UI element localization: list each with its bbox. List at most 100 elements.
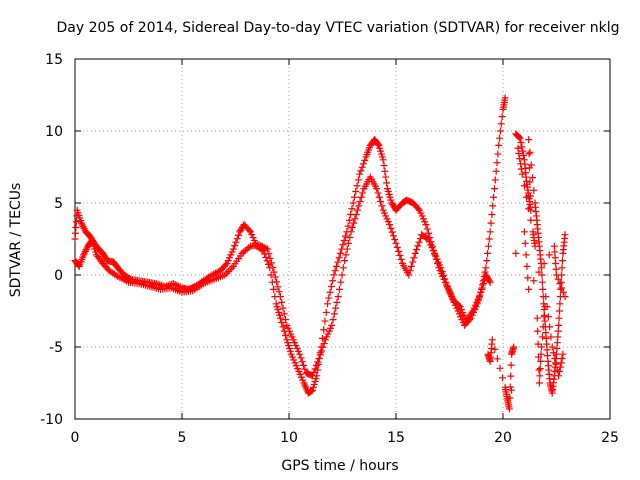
data-point (223, 269, 231, 277)
data-point (341, 232, 349, 240)
data-point (301, 365, 309, 373)
x-axis-label: GPS time / hours (281, 458, 398, 474)
data-point (211, 269, 219, 277)
data-point (341, 257, 349, 265)
data-point (559, 288, 567, 296)
x-tick-label: 10 (280, 430, 298, 446)
data-point (548, 343, 556, 351)
data-point (314, 358, 322, 366)
data-point (320, 340, 328, 348)
data-point (79, 223, 87, 231)
data-point (525, 285, 533, 293)
data-point (534, 327, 542, 335)
data-point (231, 242, 239, 250)
data-point (224, 268, 232, 276)
grid (75, 59, 610, 419)
data-point (522, 251, 530, 259)
data-point (485, 277, 493, 285)
data-point (414, 242, 422, 250)
data-point (561, 293, 569, 301)
data-point (379, 156, 387, 164)
data-point (510, 343, 518, 351)
data-point (540, 259, 548, 267)
data-point (517, 165, 525, 173)
data-point (525, 136, 533, 144)
data-point (344, 239, 352, 247)
data-point (437, 264, 445, 272)
data-point (557, 359, 565, 367)
data-point (271, 273, 279, 281)
data-point (556, 280, 564, 288)
data-point (393, 243, 401, 251)
data-point (276, 293, 284, 301)
data-point (495, 141, 503, 149)
data-point (265, 250, 273, 258)
data-point (507, 372, 515, 380)
data-point (484, 242, 492, 250)
data-point (517, 160, 525, 168)
data-point (258, 242, 266, 250)
data-point (82, 246, 90, 254)
data-point (559, 350, 567, 358)
data-point (77, 219, 85, 227)
data-point (482, 264, 490, 272)
data-point (232, 238, 240, 246)
data-point (496, 364, 504, 372)
data-point (455, 302, 463, 310)
data-point (387, 224, 395, 232)
data-point (558, 284, 566, 292)
data-point (352, 211, 360, 219)
data-point (229, 245, 237, 253)
data-point (535, 268, 543, 276)
data-point (262, 253, 270, 261)
data-point (491, 176, 499, 184)
data-point (553, 366, 561, 374)
data-point (515, 149, 523, 157)
data-point (553, 271, 560, 279)
data-point (478, 284, 486, 292)
data-point (339, 264, 347, 272)
data-point (338, 271, 346, 279)
data-point (345, 216, 353, 224)
data-point (325, 294, 333, 302)
data-point (356, 170, 364, 178)
data-point (351, 215, 359, 223)
data-point (222, 261, 230, 269)
chart-title: Day 205 of 2014, Sidereal Day-to-day VTE… (57, 20, 620, 36)
data-point (493, 355, 501, 363)
y-tick-labels: -10 -5 0 5 10 15 (40, 52, 63, 428)
data-point (499, 374, 507, 382)
data-point (344, 222, 352, 230)
data-point (520, 151, 528, 159)
data-point (320, 326, 328, 334)
data-point (80, 224, 88, 232)
data-point (273, 278, 281, 286)
data-point (321, 317, 329, 325)
data-point (496, 127, 504, 135)
x-tick-labels: 0 5 10 15 20 25 (71, 430, 619, 446)
data-point (547, 333, 555, 341)
data-point (343, 245, 351, 253)
data-point (296, 350, 304, 358)
data-point (555, 372, 563, 380)
data-point (388, 228, 396, 236)
data-point (221, 271, 229, 279)
data-point (336, 285, 344, 293)
data-point (558, 257, 566, 265)
data-point (361, 156, 369, 164)
data-point (80, 251, 88, 259)
data-point (441, 275, 449, 283)
data-point (397, 255, 405, 263)
data-point (350, 219, 358, 227)
data-point (517, 139, 525, 147)
data-point (333, 262, 341, 270)
data-point (297, 354, 305, 362)
data-point (490, 185, 498, 193)
data-point (87, 238, 95, 246)
data-point (352, 187, 360, 195)
data-point (282, 316, 290, 324)
data-point (349, 199, 357, 207)
x-tick-label: 0 (71, 430, 80, 446)
data-point (485, 235, 493, 243)
